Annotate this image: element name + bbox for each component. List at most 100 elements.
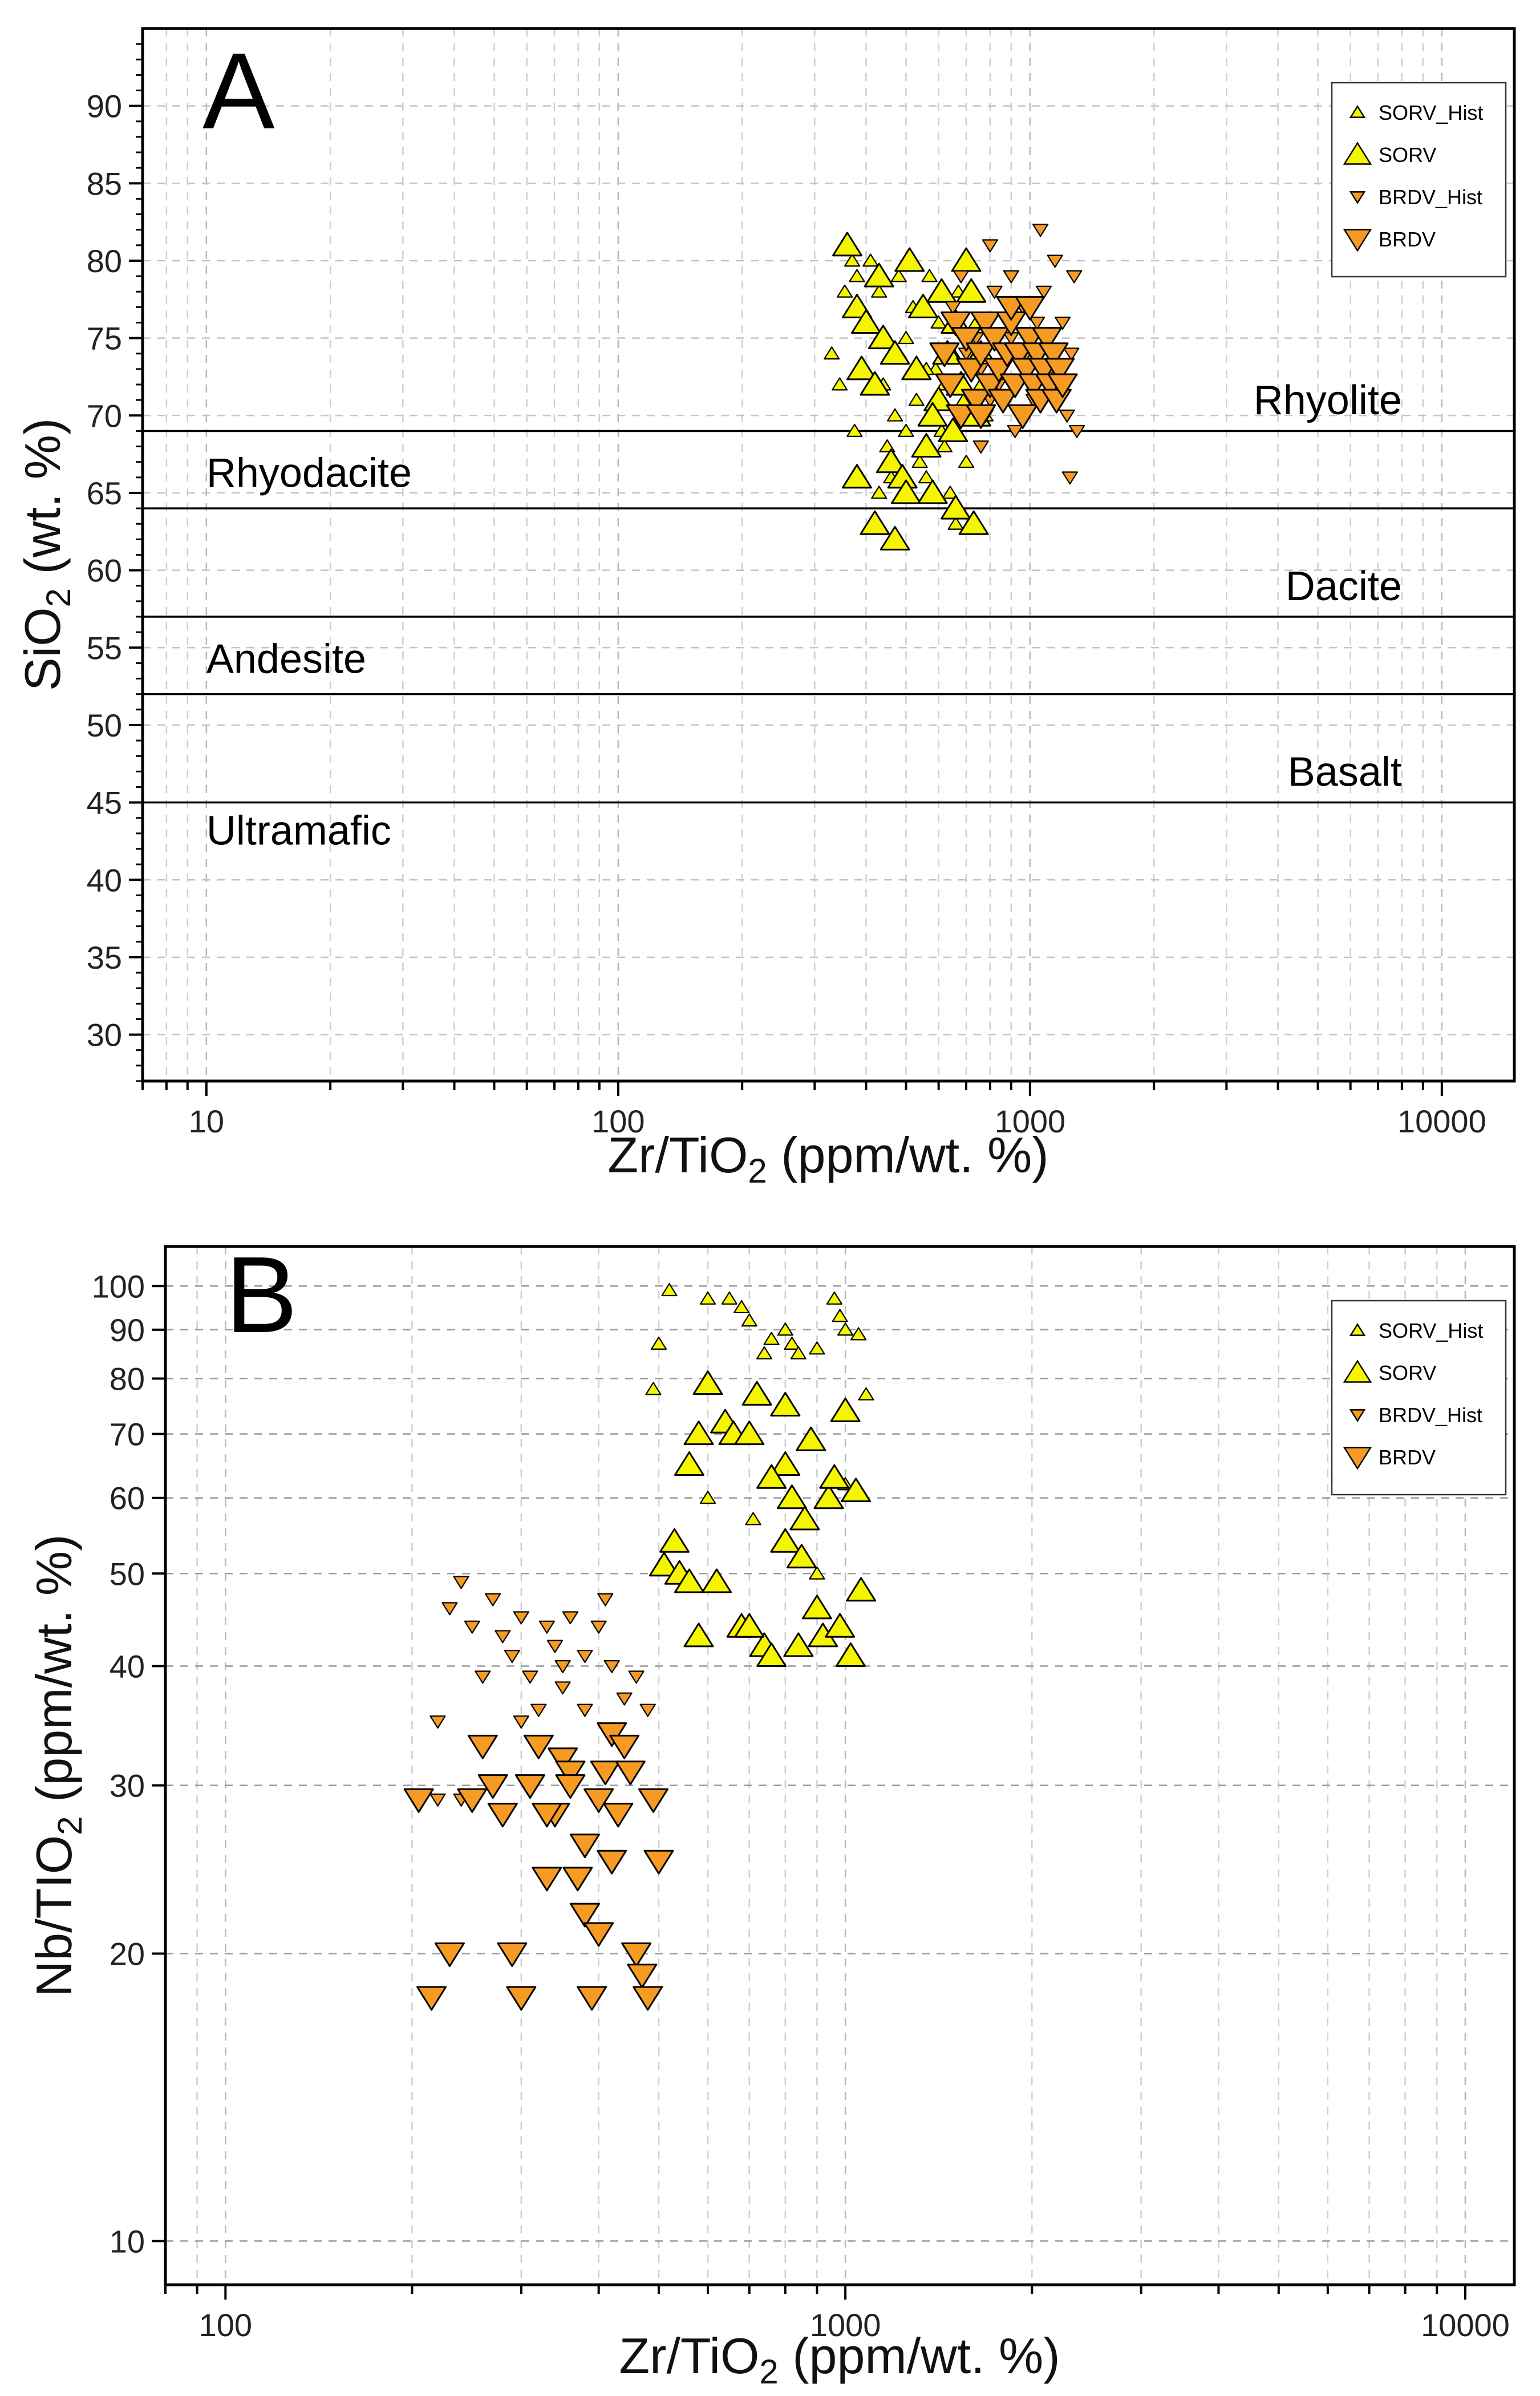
data-point-brdv-hist xyxy=(1003,270,1019,284)
x-tick-label: 10000 xyxy=(1421,2307,1510,2343)
data-point-brdv-hist xyxy=(513,1611,529,1625)
data-point-brdv xyxy=(434,1942,465,1967)
data-point-sorv xyxy=(776,1484,807,1509)
data-point-brdv xyxy=(979,327,1010,352)
data-point-brdv-hist xyxy=(554,1681,571,1695)
legend-marker xyxy=(1349,1323,1366,1336)
data-point-sorv xyxy=(917,402,948,427)
legend-marker xyxy=(1343,229,1372,252)
panel-a-boundaries xyxy=(143,430,1514,804)
legend-marker xyxy=(1349,191,1366,204)
y-tick-label: 10 xyxy=(110,2223,145,2259)
data-point-brdv-hist xyxy=(982,239,998,253)
data-point-brdv-hist xyxy=(986,285,1003,299)
data-point-sorv xyxy=(941,495,971,520)
data-point-sorv xyxy=(832,232,863,257)
legend-label: SORV_Hist xyxy=(1379,1319,1483,1342)
data-point-brdv-hist xyxy=(546,1640,564,1653)
data-point-sorv xyxy=(825,1613,856,1638)
legend-marker xyxy=(1343,141,1372,165)
data-point-sorv-hist xyxy=(862,253,879,267)
data-point-sorv-hist xyxy=(947,516,964,530)
data-point-brdv-hist xyxy=(441,1602,458,1616)
y-tick-label: 50 xyxy=(110,1556,145,1592)
data-point-sorv xyxy=(926,278,957,303)
data-point-sorv-hist xyxy=(858,1387,874,1401)
data-point-brdv-hist xyxy=(577,1650,593,1664)
legend-label: SORV_Hist xyxy=(1379,101,1483,124)
data-point-sorv xyxy=(851,309,882,334)
data-point-brdv xyxy=(577,1986,607,2011)
data-point-sorv xyxy=(846,1577,877,1602)
data-point-sorv xyxy=(917,479,948,504)
data-point-brdv xyxy=(562,1867,593,1892)
data-point-brdv xyxy=(633,1986,663,2011)
data-point-sorv-hist xyxy=(936,439,953,453)
data-point-brdv-hist xyxy=(1061,471,1078,485)
data-point-brdv xyxy=(966,342,996,367)
data-point-sorv-hist xyxy=(958,455,975,468)
data-point-brdv-hist xyxy=(554,1660,571,1674)
data-point-brdv-hist xyxy=(577,1703,593,1717)
data-point-brdv xyxy=(1015,296,1045,321)
legend-marker xyxy=(1343,1359,1372,1383)
data-point-sorv-hist xyxy=(871,284,887,298)
data-point-sorv-hist xyxy=(809,1341,825,1355)
data-point-sorv xyxy=(841,293,872,318)
data-point-brdv-hist xyxy=(562,1611,579,1625)
y-tick-label: 90 xyxy=(110,1312,145,1348)
data-point-sorv-hist xyxy=(826,1291,842,1305)
data-point-brdv xyxy=(487,1803,518,1828)
panel-b-grid xyxy=(164,1246,1514,2285)
data-point-brdv xyxy=(966,404,996,429)
region-label: Basalt xyxy=(1288,749,1402,795)
panel-a-letter: A xyxy=(202,31,275,152)
data-point-brdv xyxy=(583,1788,614,1813)
data-point-sorv-hist xyxy=(887,408,903,422)
data-point-sorv-hist xyxy=(898,331,914,345)
y-tick-label: 55 xyxy=(87,630,122,666)
legend-label: BRDV_Hist xyxy=(1379,1403,1482,1427)
data-point-sorv-hist xyxy=(850,1327,867,1341)
legend-label: BRDV xyxy=(1379,228,1436,251)
data-point-brdv xyxy=(1032,327,1063,352)
data-point-brdv xyxy=(609,1734,640,1759)
y-tick-label: 30 xyxy=(110,1768,145,1804)
data-point-sorv xyxy=(789,1505,820,1531)
data-point-sorv-hist xyxy=(756,1346,773,1359)
data-point-brdv xyxy=(615,1760,646,1786)
data-point-brdv xyxy=(1038,342,1069,367)
y-tick-label: 85 xyxy=(87,165,122,201)
y-tick-label: 30 xyxy=(87,1017,122,1053)
data-point-sorv-hist xyxy=(837,1322,854,1336)
data-point-sorv-hist xyxy=(908,392,925,406)
data-point-sorv xyxy=(702,1568,732,1593)
panel-a-x-axis-title: Zr/TiO2 (ppm/wt. %) xyxy=(607,1127,1048,1190)
y-tick-label: 40 xyxy=(110,1648,145,1684)
data-point-sorv-hist xyxy=(890,269,907,282)
data-point-sorv xyxy=(770,1451,801,1476)
data-point-brdv xyxy=(403,1788,434,1813)
data-point-brdv xyxy=(477,1774,508,1799)
data-point-brdv xyxy=(506,1986,537,2011)
data-point-brdv xyxy=(627,1964,658,1989)
data-point-brdv xyxy=(583,1922,614,1947)
data-point-brdv-hist xyxy=(1054,317,1071,330)
data-point-sorv-hist xyxy=(921,269,938,282)
y-tick-label: 80 xyxy=(110,1361,145,1397)
panel-a-region-labels: Rhyolite Rhyodacite Dacite Andesite Basalt Ul… xyxy=(206,378,1402,853)
data-point-sorv-hist xyxy=(918,470,935,484)
panel-b-letter: B xyxy=(225,1235,298,1355)
data-point-brdv xyxy=(1007,404,1038,429)
data-point-sorv xyxy=(770,1528,801,1553)
x-tick-label: 10000 xyxy=(1397,1103,1486,1139)
data-point-sorv-hist xyxy=(849,269,865,282)
data-point-sorv-hist xyxy=(790,1346,807,1359)
y-tick-label: 50 xyxy=(87,707,122,743)
data-point-brdv xyxy=(457,1788,488,1813)
region-label: Rhyodacite xyxy=(206,451,412,496)
data-point-brdv xyxy=(467,1734,498,1759)
data-point-brdv-hist xyxy=(628,1670,645,1684)
data-point-brdv-hist xyxy=(597,1593,614,1606)
data-point-brdv-hist xyxy=(485,1593,501,1606)
